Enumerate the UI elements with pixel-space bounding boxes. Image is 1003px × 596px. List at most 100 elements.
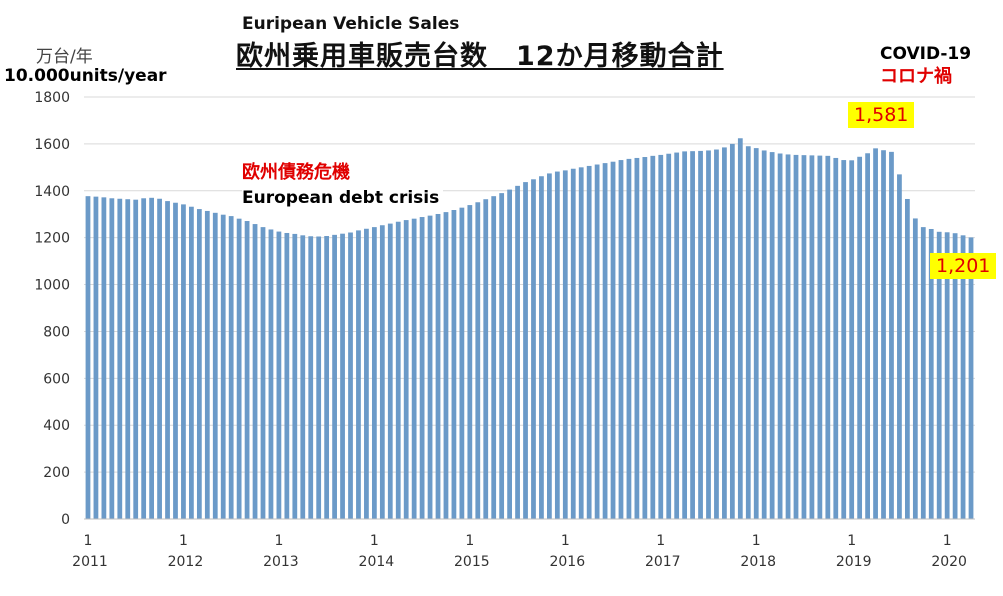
bar: [196, 209, 202, 519]
bar: [610, 161, 616, 519]
bar: [332, 234, 337, 519]
bar: [578, 167, 584, 520]
x-tick-month-label: 1: [561, 533, 570, 549]
bar: [960, 235, 966, 520]
y-tick-label: 400: [43, 418, 70, 434]
bar: [507, 189, 512, 519]
bar: [944, 232, 950, 519]
x-tick-year-label: 2012: [168, 554, 204, 570]
bar: [260, 227, 266, 519]
chart-title-english: Euripean Vehicle Sales: [242, 14, 460, 34]
bar: [777, 153, 783, 520]
bar: [523, 182, 528, 519]
y-tick-label: 1000: [34, 278, 70, 294]
bar: [348, 232, 353, 519]
bar: [586, 165, 592, 519]
x-tick-month-label: 1: [370, 533, 379, 549]
bar: [379, 225, 385, 520]
covid-annotation-japanese: コロナ禍: [880, 66, 952, 87]
bar: [881, 150, 886, 520]
x-tick-month-label: 1: [465, 533, 474, 549]
bar: [722, 147, 727, 519]
bar: [801, 155, 807, 520]
bar: [173, 202, 178, 520]
bar: [936, 231, 942, 520]
bar: [793, 154, 799, 519]
x-tick-year-label: 2011: [72, 554, 108, 570]
bar: [467, 205, 473, 519]
bar: [371, 227, 377, 519]
y-tick-label: 600: [43, 371, 70, 387]
y-tick-label: 1800: [34, 90, 70, 106]
bar: [745, 146, 751, 519]
bar: [308, 236, 314, 519]
bar: [547, 173, 552, 519]
bar: [85, 196, 91, 520]
bar: [865, 153, 870, 519]
bar: [340, 233, 345, 520]
bar: [753, 148, 759, 519]
bar: [435, 213, 441, 519]
bar: [276, 231, 282, 519]
bar: [602, 163, 608, 519]
bar: [387, 223, 393, 519]
bar: [459, 207, 465, 519]
bar: [849, 160, 855, 520]
bar: [515, 185, 520, 520]
bar: [841, 160, 847, 519]
bar: [825, 155, 831, 519]
bar: [658, 154, 664, 519]
bar: [714, 149, 719, 519]
bar: [904, 198, 910, 519]
bar: [618, 160, 624, 519]
x-tick-year-label: 2013: [263, 554, 299, 570]
bar: [181, 204, 186, 519]
bar: [419, 217, 425, 519]
bar: [395, 221, 401, 520]
y-tick-label: 1600: [34, 137, 70, 153]
bar: [411, 218, 417, 519]
covid-annotation-english: COVID-19: [880, 44, 972, 64]
bar: [324, 236, 330, 519]
x-tick-year-label: 2014: [359, 554, 395, 570]
bar: [952, 233, 958, 519]
bar: [562, 170, 568, 519]
bar: [300, 235, 306, 520]
x-tick-year-label: 2019: [836, 554, 872, 570]
bar: [109, 198, 115, 519]
bar: [356, 230, 361, 519]
bar: [268, 229, 274, 519]
bar: [897, 174, 902, 519]
x-tick-year-label: 2016: [549, 554, 585, 570]
x-tick-month-label: 1: [84, 533, 93, 549]
bar: [125, 199, 131, 519]
bar: [364, 228, 369, 519]
x-tick-year-label: 2015: [454, 554, 490, 570]
bar: [769, 152, 775, 519]
bar: [912, 218, 918, 520]
bar: [666, 153, 672, 520]
bar: [157, 198, 162, 519]
x-tick-month-label: 1: [656, 533, 665, 549]
bar: [968, 237, 974, 519]
bar: [244, 221, 250, 519]
unit-label-japanese: 万台/年: [36, 47, 93, 67]
bar: [499, 193, 505, 519]
bar: [594, 164, 600, 519]
bar: [889, 151, 894, 520]
bar: [539, 176, 544, 519]
x-tick-month-label: 1: [943, 533, 952, 549]
bar: [212, 212, 218, 519]
bar: [626, 158, 632, 520]
bar: [252, 224, 258, 519]
bar: [928, 228, 934, 519]
bar: [729, 143, 735, 519]
bar: [491, 196, 497, 520]
bar: [403, 220, 409, 520]
latest-value-callout: 1,201: [930, 253, 997, 279]
y-tick-label: 1200: [34, 231, 70, 247]
bar: [93, 196, 99, 519]
bar: [634, 157, 640, 519]
bar: [785, 154, 791, 519]
